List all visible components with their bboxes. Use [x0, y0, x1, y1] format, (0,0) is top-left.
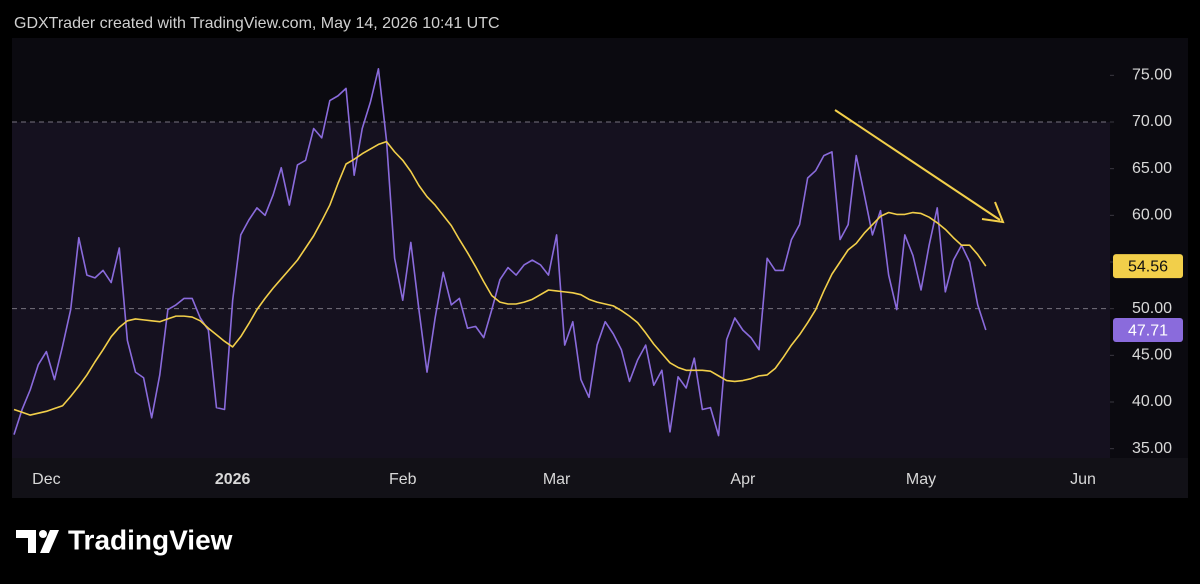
- y-tick-label: 65.00: [1132, 160, 1172, 177]
- brand-name: TradingView: [68, 524, 233, 555]
- x-axis-strip: [12, 458, 1188, 498]
- annotation-arrowhead: [981, 201, 1005, 224]
- logo-slash: [40, 530, 59, 553]
- x-tick-label: Apr: [730, 471, 756, 488]
- last-value-label: 54.56: [1128, 258, 1168, 275]
- annotation-arrow: [834, 109, 1001, 221]
- brand-logo: [16, 530, 59, 553]
- logo-mark: [16, 530, 36, 553]
- x-tick-label: Mar: [543, 471, 571, 488]
- last-value-badge: [1113, 318, 1183, 343]
- x-tick-label: Feb: [389, 471, 417, 488]
- y-tick-label: 35.00: [1132, 440, 1172, 457]
- credit: GDXTrader created with TradingView.com, …: [14, 15, 500, 32]
- y-tick-label: 70.00: [1132, 113, 1172, 130]
- last-value-label: 47.71: [1128, 322, 1168, 339]
- series-line: [13, 140, 987, 416]
- y-tick-label: 50.00: [1132, 300, 1172, 317]
- x-tick-label: Jun: [1070, 471, 1096, 488]
- x-tick-label: Dec: [32, 471, 60, 488]
- logo-dot: [39, 530, 47, 538]
- y-tick-label: 45.00: [1132, 347, 1172, 364]
- series-line: [13, 68, 987, 437]
- x-tick-label: May: [906, 471, 936, 488]
- y-tick-label: 75.00: [1132, 67, 1172, 84]
- x-tick-label: 2026: [215, 471, 251, 488]
- plot: 35.0040.0045.0050.0055.0060.0065.0070.00…: [12, 67, 1183, 488]
- y-tick-label: 60.00: [1132, 207, 1172, 224]
- last-value-badge: [1113, 254, 1183, 279]
- y-tick-label: 40.00: [1132, 393, 1172, 410]
